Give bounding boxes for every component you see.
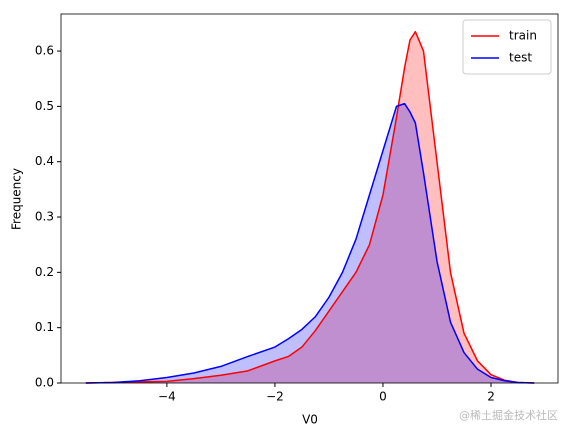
y-tick-label: 0.2 xyxy=(35,265,54,279)
legend-label: train xyxy=(509,29,537,43)
x-tick-label: −2 xyxy=(266,390,284,404)
y-tick-label: 0.4 xyxy=(35,154,54,168)
y-tick-label: 0.6 xyxy=(35,44,54,58)
x-tick-label: 2 xyxy=(487,390,495,404)
x-tick-label: −4 xyxy=(158,390,176,404)
y-tick-label: 0.5 xyxy=(35,99,54,113)
line xyxy=(85,102,535,384)
legend-label: test xyxy=(509,51,532,65)
line xyxy=(85,30,535,384)
legend-box xyxy=(462,19,552,75)
area xyxy=(85,31,535,383)
x-tick-label: 0 xyxy=(379,390,387,404)
y-tick-label: 0.0 xyxy=(35,376,54,390)
y-tick-label: 0.3 xyxy=(35,210,54,224)
x-axis-label: V0 xyxy=(302,413,318,427)
area xyxy=(85,103,535,384)
y-tick-label: 0.1 xyxy=(35,320,54,334)
watermark: @稀土掘金技术社区 xyxy=(459,408,558,422)
y-axis-label: Frequency xyxy=(10,168,24,230)
plot-frame xyxy=(60,13,559,384)
